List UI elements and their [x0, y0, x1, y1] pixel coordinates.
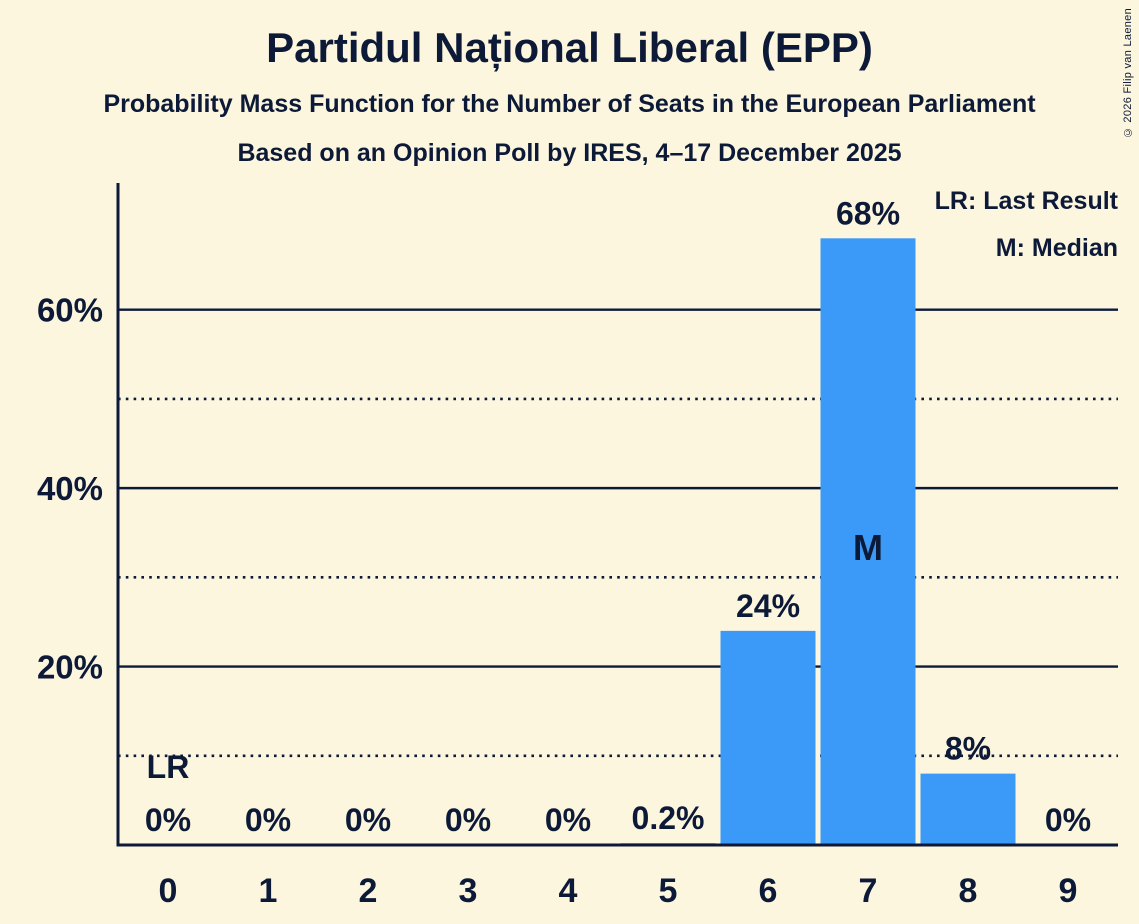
legend-last-result: LR: Last Result	[934, 187, 1118, 215]
page-title: Partidul Național Liberal (EPP)	[266, 24, 873, 71]
poll-source-subtitle: Based on an Opinion Poll by IRES, 4–17 D…	[237, 139, 902, 167]
bar-value-label: 8%	[945, 731, 991, 767]
bar-value-label: 0%	[145, 802, 191, 838]
x-tick-label: 4	[559, 872, 578, 910]
bar-value-label: 68%	[836, 195, 900, 231]
bar-value-label: 24%	[736, 588, 800, 624]
x-tick-label: 3	[459, 872, 478, 910]
bar-value-label: 0%	[445, 802, 491, 838]
x-tick-label: 1	[259, 872, 278, 910]
y-axis-label: 60%	[37, 292, 103, 329]
legend-median: M: Median	[995, 234, 1118, 262]
x-tick-label: 0	[159, 872, 178, 910]
last-result-label: LR	[147, 749, 190, 785]
chart-legend: LR: Last Result M: Median	[935, 178, 1118, 272]
bar-value-label: 0%	[1045, 802, 1091, 838]
x-tick-label: 2	[359, 872, 378, 910]
bar-value-label: 0%	[545, 802, 591, 838]
x-tick-label: 7	[859, 872, 878, 910]
chart-subtitle: Probability Mass Function for the Number…	[103, 90, 1036, 118]
bar	[820, 238, 916, 845]
y-axis-label: 20%	[37, 649, 103, 686]
bar-value-label: 0%	[345, 802, 391, 838]
x-tick-label: 6	[759, 872, 778, 910]
bar-value-label: 0%	[245, 802, 291, 838]
bar-value-label: 0.2%	[632, 800, 705, 836]
x-tick-label: 8	[959, 872, 978, 910]
bar	[720, 630, 816, 845]
median-label: M	[853, 527, 883, 568]
bar	[920, 773, 1016, 845]
x-tick-label: 9	[1059, 872, 1078, 910]
y-axis-label: 40%	[37, 470, 103, 507]
x-tick-label: 5	[659, 872, 678, 910]
